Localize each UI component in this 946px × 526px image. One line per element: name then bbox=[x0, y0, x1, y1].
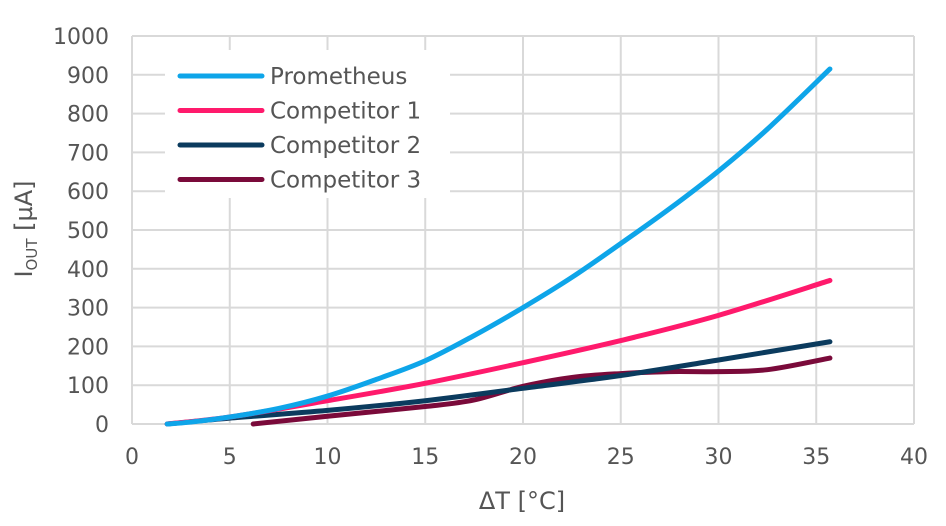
x-tick-label: 0 bbox=[125, 445, 139, 470]
legend: Prometheus Competitor 1 Competitor 2 Compet… bbox=[177, 64, 421, 194]
y-axis-ticks: 0 100 200 300 400 500 600 700 800 900 1000 bbox=[53, 25, 109, 438]
x-tick-label: 10 bbox=[314, 445, 342, 470]
y-tick-label: 200 bbox=[67, 335, 109, 360]
series-line-competitor-3 bbox=[250, 355, 833, 427]
x-tick-label: 20 bbox=[509, 445, 537, 470]
x-axis-ticks: 0 5 10 15 20 25 30 35 40 bbox=[125, 445, 928, 470]
x-tick-label: 30 bbox=[705, 445, 733, 470]
y-axis-title: IOUT [µA] bbox=[10, 180, 41, 277]
y-tick-label: 800 bbox=[67, 103, 109, 128]
y-axis-title-sub: OUT bbox=[23, 238, 41, 271]
gridlines bbox=[131, 35, 915, 425]
y-tick-label: 900 bbox=[67, 64, 109, 89]
y-axis-title-unit: [µA] bbox=[10, 180, 38, 238]
legend-label-competitor-1: Competitor 1 bbox=[270, 99, 421, 125]
x-tick-label: 15 bbox=[411, 445, 439, 470]
legend-label-competitor-2: Competitor 2 bbox=[270, 133, 421, 159]
y-tick-label: 0 bbox=[95, 413, 109, 438]
y-tick-label: 300 bbox=[67, 297, 109, 322]
y-tick-label: 500 bbox=[67, 219, 109, 244]
x-axis-title: ΔT [°C] bbox=[479, 487, 565, 515]
y-tick-label: 1000 bbox=[53, 25, 109, 50]
y-tick-label: 400 bbox=[67, 258, 109, 283]
y-axis-title-main: I bbox=[10, 270, 38, 277]
series-line-competitor-1 bbox=[164, 277, 833, 427]
y-tick-label: 700 bbox=[67, 141, 109, 166]
legend-label-prometheus: Prometheus bbox=[270, 64, 407, 90]
x-tick-label: 35 bbox=[802, 445, 830, 470]
y-tick-label: 600 bbox=[67, 180, 109, 205]
x-tick-label: 40 bbox=[900, 445, 928, 470]
x-tick-label: 5 bbox=[223, 445, 237, 470]
series-layer bbox=[164, 66, 833, 427]
series-line-competitor-2 bbox=[164, 339, 833, 427]
x-tick-label: 25 bbox=[607, 445, 635, 470]
y-tick-label: 100 bbox=[67, 374, 109, 399]
legend-label-competitor-3: Competitor 3 bbox=[270, 168, 421, 194]
series-line-prometheus bbox=[164, 66, 833, 427]
